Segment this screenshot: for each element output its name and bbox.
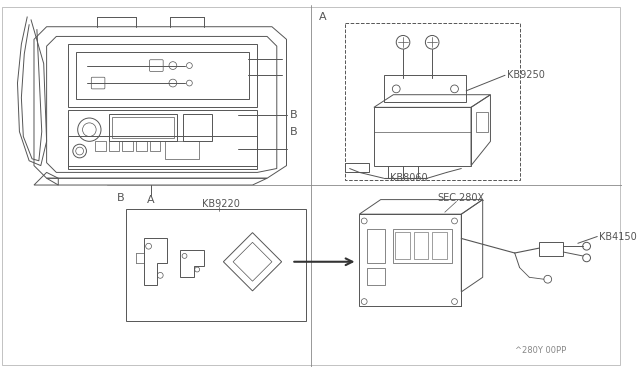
- Bar: [396, 232, 410, 259]
- Bar: [68, 44, 257, 108]
- Text: KB4150: KB4150: [599, 231, 637, 241]
- Text: SEC.280X: SEC.280X: [437, 193, 484, 203]
- Bar: [68, 137, 257, 166]
- Bar: [150, 141, 160, 151]
- Text: KB9250: KB9250: [507, 70, 545, 80]
- Bar: [95, 141, 106, 151]
- Bar: [122, 141, 133, 151]
- Bar: [374, 108, 471, 166]
- Bar: [76, 52, 248, 99]
- Text: ^280Y 00PP: ^280Y 00PP: [515, 346, 566, 355]
- Text: A: A: [147, 195, 154, 205]
- Bar: [109, 141, 120, 151]
- Bar: [413, 232, 428, 259]
- Bar: [476, 112, 488, 132]
- Text: B: B: [289, 110, 297, 120]
- Bar: [367, 267, 385, 285]
- Text: B: B: [289, 126, 297, 137]
- Bar: [165, 141, 199, 159]
- Bar: [345, 23, 520, 180]
- Bar: [345, 163, 369, 172]
- Text: KB9220: KB9220: [202, 199, 240, 209]
- Bar: [367, 229, 385, 263]
- Bar: [359, 214, 461, 307]
- Text: B: B: [116, 193, 124, 203]
- Bar: [136, 141, 147, 151]
- Bar: [182, 114, 212, 141]
- Bar: [394, 229, 452, 263]
- Bar: [112, 117, 174, 138]
- Text: KB8060: KB8060: [390, 173, 428, 183]
- Text: A: A: [319, 12, 326, 22]
- Bar: [126, 209, 306, 321]
- Bar: [109, 114, 177, 141]
- Bar: [432, 232, 447, 259]
- Bar: [68, 110, 257, 169]
